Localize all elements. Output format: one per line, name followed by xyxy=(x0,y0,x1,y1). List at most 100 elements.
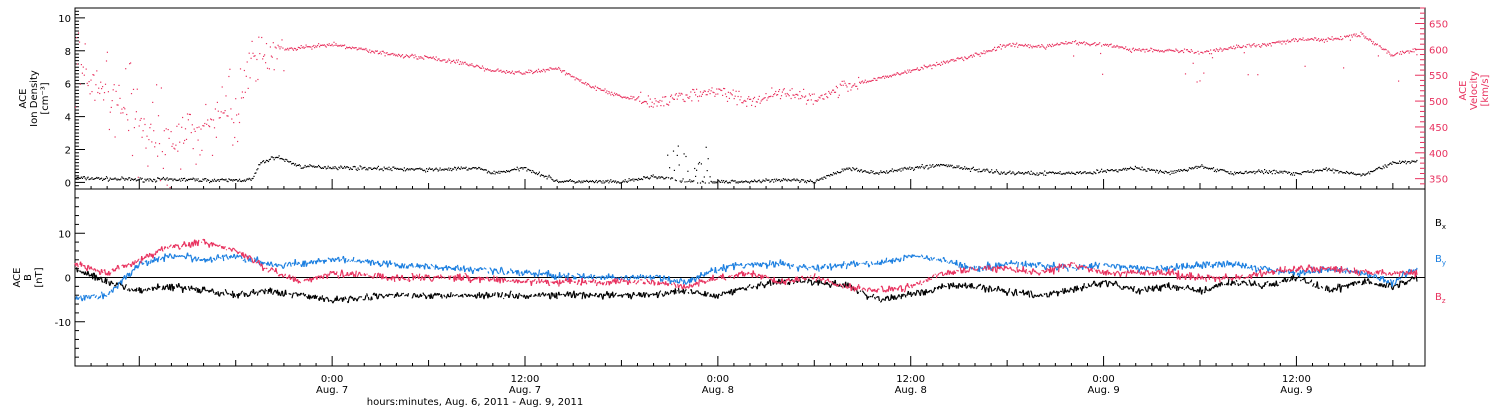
velocity-point xyxy=(1036,46,1038,48)
bx-segment xyxy=(687,291,690,294)
velocity-point xyxy=(938,63,940,65)
density-point xyxy=(946,166,948,168)
velocity-point xyxy=(105,60,108,62)
density-point xyxy=(1205,166,1207,169)
density-point xyxy=(664,178,666,180)
density-point xyxy=(433,169,435,171)
velocity-point xyxy=(757,98,759,100)
density-point xyxy=(1256,171,1258,173)
velocity-point xyxy=(555,67,557,69)
density-point xyxy=(1293,174,1296,176)
velocity-point xyxy=(1010,45,1012,47)
velocity-point xyxy=(327,44,329,46)
velocity-point xyxy=(1046,46,1048,48)
bx-segment xyxy=(170,284,172,291)
density-point xyxy=(581,180,583,182)
density-point xyxy=(805,182,808,184)
density-point xyxy=(874,173,876,175)
density-point xyxy=(1234,171,1236,173)
velocity-point xyxy=(1330,38,1332,40)
legend-bx: Bx xyxy=(1435,218,1446,231)
velocity-point xyxy=(833,91,836,93)
velocity-point xyxy=(850,89,852,91)
by-segment xyxy=(618,277,621,281)
density-point xyxy=(779,180,782,183)
bx-segment xyxy=(281,290,284,297)
bx-segment xyxy=(1221,282,1224,286)
density-point xyxy=(257,168,259,170)
velocity-point xyxy=(150,123,152,125)
velocity-point xyxy=(1279,42,1281,44)
density-point xyxy=(1165,171,1167,173)
velocity-point xyxy=(824,93,826,96)
velocity-point xyxy=(217,110,219,112)
velocity-point xyxy=(558,66,560,69)
velocity-point xyxy=(1149,49,1151,51)
density-point xyxy=(912,167,914,169)
bx-segment xyxy=(874,296,876,300)
velocity-point xyxy=(334,44,336,46)
density-point xyxy=(1260,171,1262,173)
velocity-point xyxy=(409,55,411,57)
density-point xyxy=(776,178,778,180)
density-point xyxy=(747,181,749,183)
density-point xyxy=(534,172,536,174)
velocity-point xyxy=(701,93,703,95)
bx-segment xyxy=(1411,276,1414,279)
density-point xyxy=(256,169,258,171)
density-point xyxy=(1312,169,1314,171)
velocity-point xyxy=(204,122,206,125)
density-point xyxy=(1381,168,1383,170)
right-axis-tick-label: 600 xyxy=(1429,45,1448,56)
bx-segment xyxy=(396,292,399,295)
density-point xyxy=(1189,167,1191,169)
by-segment xyxy=(227,257,230,260)
velocity-point xyxy=(1186,49,1188,51)
velocity-point xyxy=(1159,50,1161,52)
velocity-point xyxy=(1169,49,1171,51)
velocity-point xyxy=(415,56,417,58)
density-point xyxy=(1002,172,1004,174)
bx-segment xyxy=(1246,284,1248,286)
density-point xyxy=(1251,172,1253,174)
bx-segment xyxy=(158,285,161,288)
velocity-point xyxy=(165,128,167,130)
density-point xyxy=(1063,172,1065,174)
velocity-point xyxy=(977,54,979,56)
velocity-point xyxy=(392,52,394,55)
velocity-point xyxy=(583,82,585,84)
velocity-point xyxy=(259,53,261,55)
density-point xyxy=(1141,166,1143,168)
bx-segment xyxy=(473,295,475,298)
density-point xyxy=(1090,172,1092,174)
velocity-point xyxy=(573,76,575,78)
velocity-point xyxy=(103,99,105,101)
density-point xyxy=(841,168,843,170)
velocity-point xyxy=(1377,55,1379,57)
velocity-point xyxy=(825,93,827,95)
velocity-point xyxy=(336,44,338,46)
density-point xyxy=(1343,172,1345,174)
bx-segment xyxy=(645,292,648,295)
density-point xyxy=(1098,172,1100,174)
density-point xyxy=(1230,171,1232,173)
bx-segment xyxy=(1243,281,1246,284)
density-point xyxy=(192,177,194,179)
density-point xyxy=(1333,172,1335,174)
by-segment xyxy=(132,268,135,271)
density-point xyxy=(729,182,731,184)
density-point xyxy=(94,178,96,180)
density-point xyxy=(629,180,631,182)
velocity-point xyxy=(912,69,914,71)
velocity-point xyxy=(355,47,357,49)
density-point xyxy=(626,181,628,183)
velocity-point xyxy=(696,88,698,90)
density-point xyxy=(1000,171,1002,173)
bx-segment xyxy=(972,286,974,289)
velocity-point xyxy=(634,99,636,101)
density-point xyxy=(235,179,237,181)
velocity-point xyxy=(417,58,419,60)
bx-segment xyxy=(604,294,606,297)
velocity-point xyxy=(526,71,528,73)
velocity-point xyxy=(808,93,810,95)
